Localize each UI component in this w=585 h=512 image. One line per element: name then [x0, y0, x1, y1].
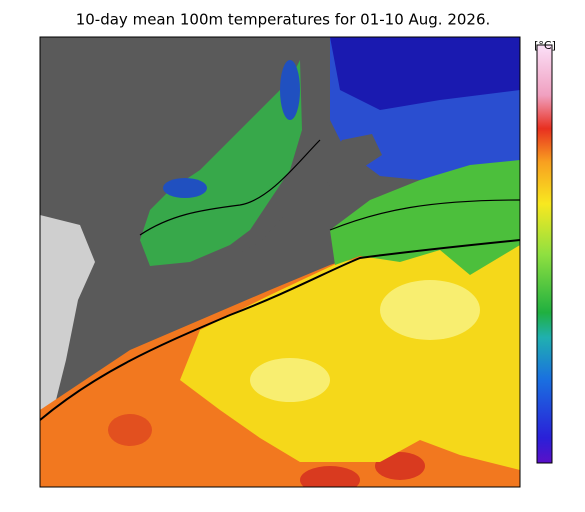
colorbar	[536, 44, 553, 464]
title: 10-day mean 100m temperatures for 01-10 …	[76, 11, 491, 29]
ocean-cool	[330, 150, 520, 275]
land-light	[40, 215, 95, 487]
sea-cold	[280, 60, 300, 120]
contour	[40, 239, 520, 421]
sea-of-japan	[140, 60, 302, 266]
hokkaido	[322, 134, 382, 176]
ocean-mild-light	[380, 280, 480, 340]
ocean-colder	[330, 37, 520, 110]
map-frame	[39, 36, 521, 488]
japan	[230, 178, 332, 268]
ocean-mild-light	[250, 358, 330, 402]
ocean-hot	[375, 452, 425, 480]
sea-cold	[163, 178, 207, 198]
ocean-hot	[300, 466, 360, 487]
colorbar-label: [°C]	[534, 39, 556, 52]
map-area	[40, 37, 520, 487]
contour	[139, 139, 520, 236]
ocean-hot	[108, 414, 152, 446]
